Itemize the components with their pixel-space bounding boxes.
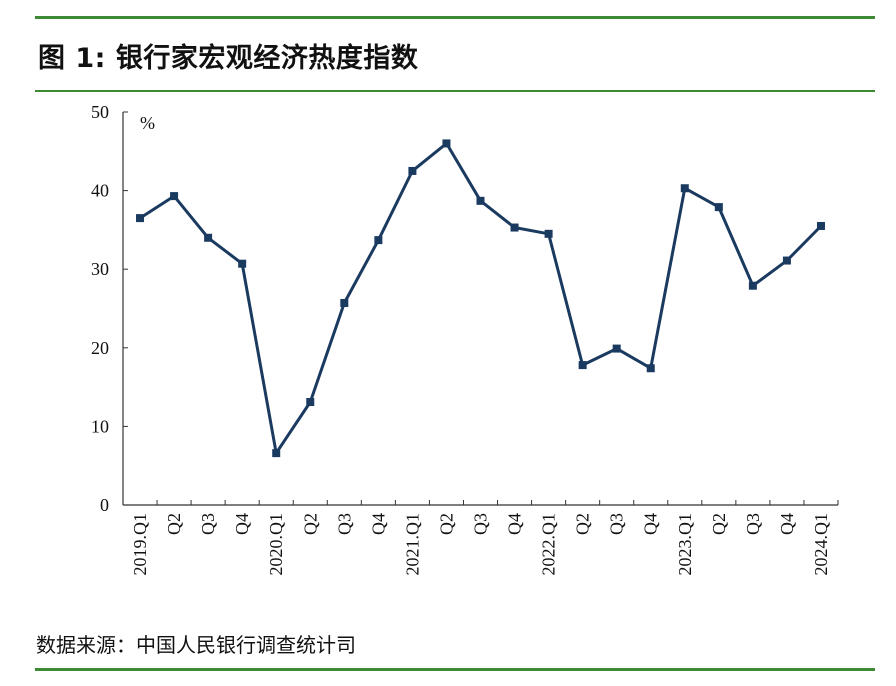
x-tick-label: Q4 xyxy=(777,513,797,535)
data-point xyxy=(272,449,281,458)
x-tick-label: Q3 xyxy=(607,513,627,535)
data-point xyxy=(782,256,791,265)
x-tick-label: 2019.Q1 xyxy=(130,513,150,576)
data-point xyxy=(680,184,689,193)
data-point xyxy=(442,139,451,148)
figure-title: 图 1: 银行家宏观经济热度指数 xyxy=(38,43,419,74)
series-line xyxy=(139,141,823,455)
x-tick-label: Q4 xyxy=(232,513,252,535)
data-point xyxy=(612,344,621,353)
data-point xyxy=(170,192,179,201)
x-tick-label: Q3 xyxy=(198,513,218,535)
x-tick-label: Q3 xyxy=(743,513,763,535)
data-point xyxy=(238,259,247,268)
data-point xyxy=(578,361,587,370)
y-tick-label: 40 xyxy=(91,181,109,201)
data-point xyxy=(476,196,485,205)
x-tick-label: 2020.Q1 xyxy=(266,513,286,576)
data-point xyxy=(544,229,553,238)
chart-axes xyxy=(122,112,838,506)
y-tick-label: 0 xyxy=(100,495,109,515)
source-note: 数据来源：中国人民银行调查统计司 xyxy=(36,633,356,657)
x-tick-label: Q2 xyxy=(436,513,456,535)
x-axis-ticks: 2019.Q1 Q2 Q3 Q4 2020.Q1 Q2 Q3 Q4 2021.Q1 Q2 Q3 Q4 2… xyxy=(122,500,839,576)
x-tick-label: 2024.Q1 xyxy=(811,513,831,576)
x-tick-label: 2022.Q1 xyxy=(539,513,559,576)
bottom-rule xyxy=(35,668,875,671)
title-divider xyxy=(35,90,875,92)
x-tick-label: Q3 xyxy=(471,513,491,535)
data-point xyxy=(714,203,723,212)
x-tick-label: 2023.Q1 xyxy=(675,513,695,576)
data-point xyxy=(748,281,757,290)
data-point xyxy=(374,236,383,245)
data-point xyxy=(136,214,145,223)
y-unit-label: % xyxy=(140,113,155,133)
data-point xyxy=(306,398,315,407)
x-tick-label: Q2 xyxy=(573,513,593,535)
data-point xyxy=(204,233,213,242)
x-tick-label: Q2 xyxy=(164,513,184,535)
y-axis-ticks: 0 10 20 30 40 50 xyxy=(91,102,128,515)
x-tick-label: Q3 xyxy=(334,513,354,535)
y-tick-label: 20 xyxy=(91,338,109,358)
data-point xyxy=(510,223,519,232)
x-tick-label: Q4 xyxy=(641,513,661,535)
data-point xyxy=(646,364,655,373)
x-tick-label: Q4 xyxy=(505,513,525,535)
data-point xyxy=(408,166,417,175)
series-layer xyxy=(136,139,825,458)
data-point xyxy=(816,221,825,230)
y-tick-label: 30 xyxy=(91,259,109,279)
x-tick-label: Q2 xyxy=(300,513,320,535)
x-tick-label: Q2 xyxy=(709,513,729,535)
x-tick-label: Q4 xyxy=(368,513,388,535)
x-tick-label: 2021.Q1 xyxy=(402,513,422,576)
y-tick-label: 50 xyxy=(91,102,109,122)
data-point xyxy=(340,298,349,307)
y-tick-label: 10 xyxy=(91,416,109,436)
top-rule xyxy=(35,16,875,19)
